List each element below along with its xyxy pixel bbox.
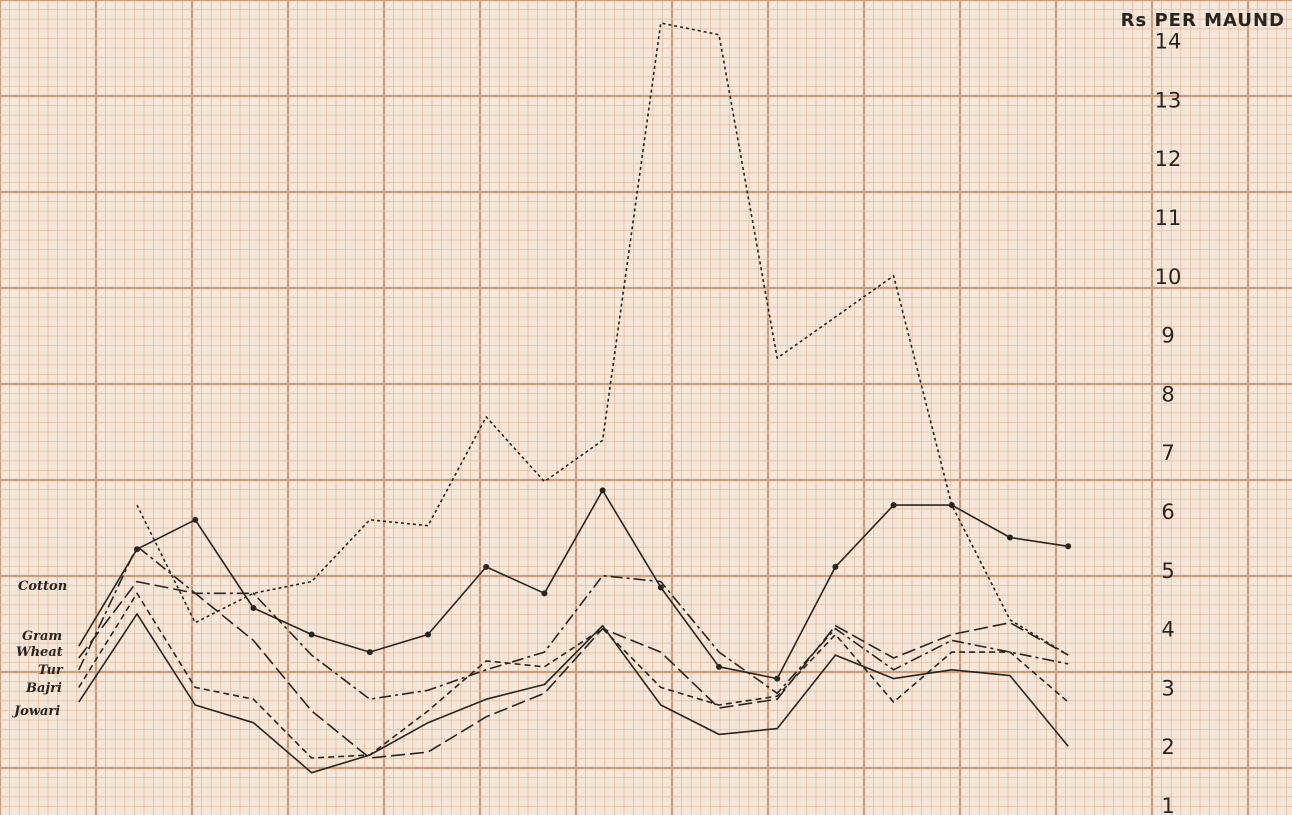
y-tick-label: 2: [1161, 735, 1174, 759]
series-point-gram: [425, 631, 431, 638]
y-tick-label: 10: [1155, 265, 1182, 289]
series-point-gram: [483, 563, 490, 570]
series-point-gram: [716, 663, 722, 670]
y-tick-label: 1: [1161, 794, 1174, 815]
series-point-gram: [541, 590, 548, 597]
series-line-tur: [78, 545, 1069, 701]
series-point-gram: [366, 649, 373, 656]
y-tick-label: 7: [1161, 441, 1174, 465]
series-point-gram: [657, 584, 664, 591]
y-tick-label: 13: [1155, 88, 1182, 112]
series-point-gram: [774, 675, 781, 682]
series-line-cotton: [136, 22, 1069, 656]
y-tick-label: 12: [1155, 147, 1182, 171]
series-label-gram: Gram: [22, 629, 62, 644]
series-point-gram: [599, 487, 606, 494]
series-line-wheat: [78, 580, 1069, 759]
y-axis-unit-label: Rs PER MAUND: [1121, 10, 1285, 31]
series-point-gram: [890, 502, 897, 509]
y-tick-label: 5: [1161, 559, 1174, 583]
series-point-gram: [192, 516, 199, 523]
series-label-cotton: Cotton: [18, 579, 67, 594]
series-label-bajri: Bajri: [25, 681, 62, 696]
y-tick-label: 4: [1161, 618, 1174, 642]
y-tick-label: 14: [1155, 30, 1182, 54]
y-tick-label: 3: [1161, 676, 1174, 700]
y-tick-label: 8: [1161, 382, 1174, 406]
y-tick-label: 6: [1161, 500, 1174, 524]
series-point-gram: [948, 502, 955, 509]
series-line-bajri: [78, 592, 1069, 759]
series-point-gram: [832, 563, 839, 570]
series-point-gram: [1007, 534, 1013, 541]
series-point-gram: [250, 605, 257, 612]
series-point-gram: [308, 631, 315, 638]
series-point-gram: [1065, 543, 1072, 550]
y-tick-label: 9: [1161, 324, 1174, 348]
series-lines: [78, 22, 1072, 774]
series-label-jowari: Jowari: [11, 704, 60, 719]
series-line-jowari: [78, 613, 1069, 774]
series-label-wheat: Wheat: [16, 645, 63, 660]
y-tick-label: 11: [1155, 206, 1182, 230]
series-label-tur: Tur: [38, 663, 64, 678]
